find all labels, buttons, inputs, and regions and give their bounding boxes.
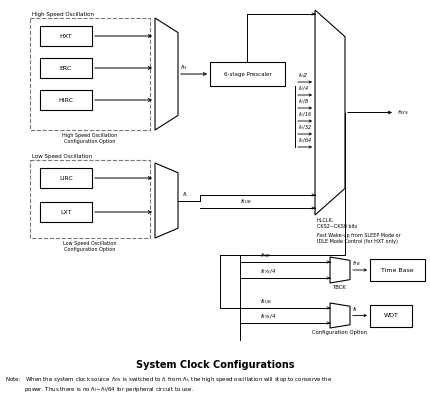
FancyBboxPatch shape: [40, 168, 92, 188]
FancyBboxPatch shape: [369, 259, 424, 281]
Polygon shape: [329, 303, 349, 328]
FancyBboxPatch shape: [30, 160, 150, 238]
Text: $f_{SYS}$/4: $f_{SYS}$/4: [259, 312, 276, 321]
Text: LXT: LXT: [60, 210, 71, 214]
Text: $f_H$: $f_H$: [180, 63, 187, 72]
Text: $f_{SYS}$: $f_{SYS}$: [396, 108, 408, 117]
Text: LIRC: LIRC: [59, 175, 73, 180]
Text: Configuration Option: Configuration Option: [312, 330, 367, 335]
FancyBboxPatch shape: [369, 305, 411, 327]
Text: TBCK: TBCK: [332, 285, 346, 290]
Text: Time Base: Time Base: [380, 268, 412, 273]
Text: $f_{SYS}$/4: $f_{SYS}$/4: [259, 267, 276, 276]
Text: $f_{SUB}$: $f_{SUB}$: [259, 297, 271, 306]
Text: Low Speed Oscillation: Low Speed Oscillation: [32, 154, 92, 159]
Text: High Speed Oscillation
Configuration Option: High Speed Oscillation Configuration Opt…: [62, 133, 117, 144]
Polygon shape: [329, 257, 349, 283]
Polygon shape: [155, 163, 178, 238]
FancyBboxPatch shape: [30, 18, 150, 130]
Text: HLCLK,
CKS2~CKS0 bits: HLCLK, CKS2~CKS0 bits: [316, 218, 356, 229]
Text: Fast Wake-up from SLEEP Mode or
IDLE Mode Control (for HXT only): Fast Wake-up from SLEEP Mode or IDLE Mod…: [316, 233, 400, 244]
Text: $f_H$/32: $f_H$/32: [297, 123, 311, 132]
Text: $f_H$/8: $f_H$/8: [297, 97, 308, 106]
FancyBboxPatch shape: [209, 62, 284, 86]
Polygon shape: [314, 10, 344, 215]
Text: $f_S$: $f_S$: [351, 305, 357, 314]
FancyBboxPatch shape: [40, 90, 92, 110]
Text: $f_L$: $f_L$: [181, 190, 188, 199]
Text: WDT: WDT: [383, 313, 397, 318]
FancyBboxPatch shape: [40, 202, 92, 222]
Text: HIRC: HIRC: [58, 97, 74, 102]
Text: $f_H$/64: $f_H$/64: [297, 136, 311, 145]
Text: $f_H$/4: $f_H$/4: [297, 84, 308, 93]
FancyBboxPatch shape: [40, 58, 92, 78]
Text: 6-stage Prescaler: 6-stage Prescaler: [223, 71, 271, 76]
Text: System Clock Configurations: System Clock Configurations: [135, 360, 294, 370]
Text: HXT: HXT: [59, 33, 72, 39]
Text: Note:   When the system clock source $f_{SYS}$ is switched to $f_L$ from $f_H$, : Note: When the system clock source $f_{S…: [5, 375, 332, 394]
Text: $f_H$/16: $f_H$/16: [297, 110, 311, 119]
Text: High Speed Oscillation: High Speed Oscillation: [32, 12, 94, 17]
Text: $f_{SUB}$: $f_{SUB}$: [240, 197, 251, 206]
Polygon shape: [155, 18, 178, 130]
Text: $f_{TB}$: $f_{TB}$: [351, 259, 360, 268]
Text: $f_{TBC}$: $f_{TBC}$: [259, 251, 271, 260]
FancyBboxPatch shape: [40, 26, 92, 46]
Text: $f_H$/2: $f_H$/2: [297, 71, 308, 80]
Text: Low Speed Oscillation
Configuration Option: Low Speed Oscillation Configuration Opti…: [63, 241, 117, 252]
Text: ERC: ERC: [60, 65, 72, 71]
